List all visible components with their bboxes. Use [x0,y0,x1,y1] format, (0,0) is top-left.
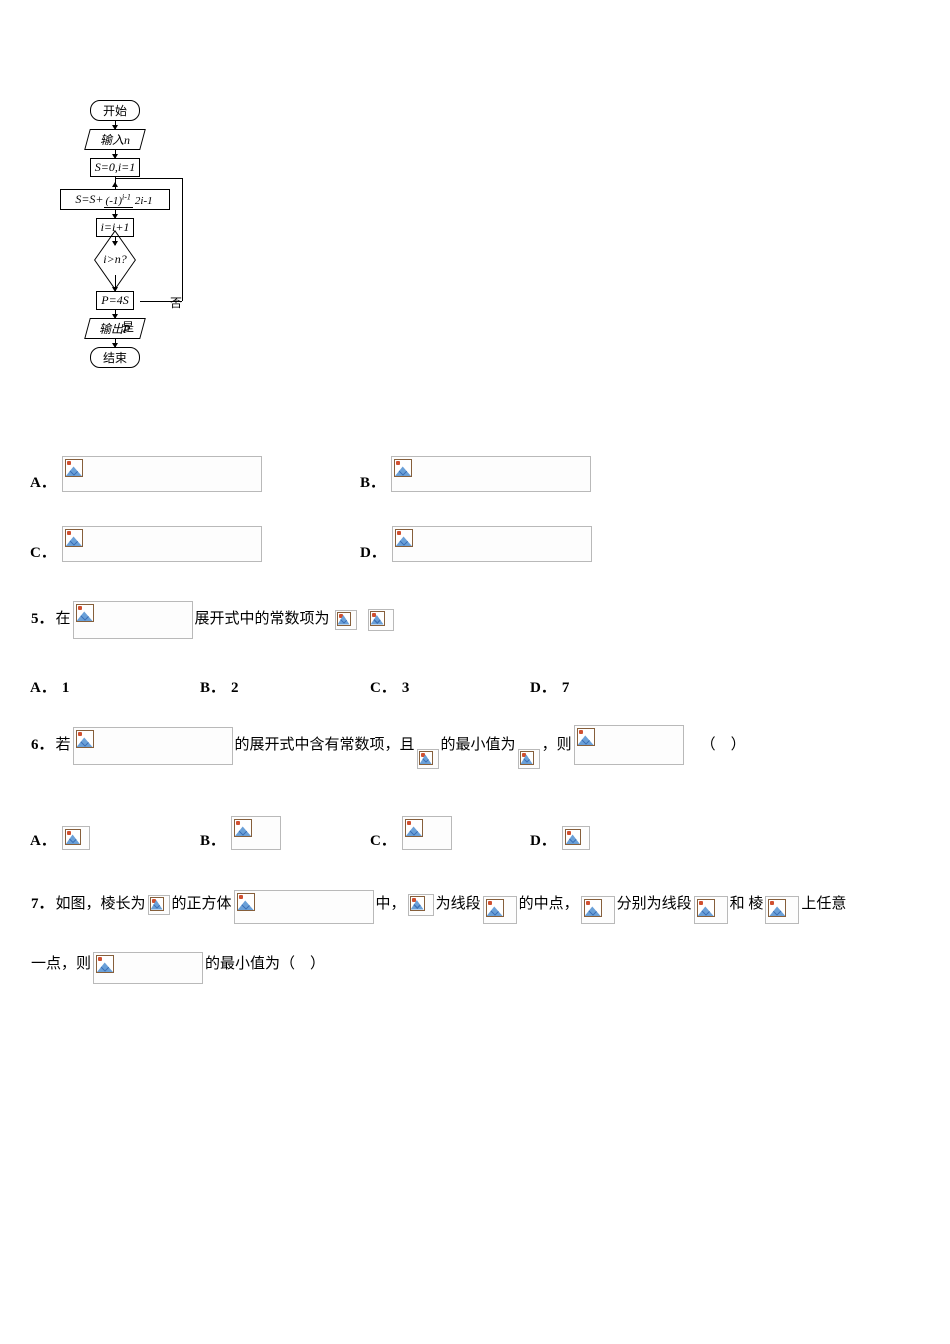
broken-image-icon [694,896,728,924]
q6-paren: （ ） [701,726,746,765]
broken-image-icon [234,890,374,924]
broken-image-icon [335,610,357,630]
broken-image-icon [62,526,262,562]
q7-t4: 为线段 [436,885,481,924]
broken-image-icon [765,896,799,924]
broken-image-icon [231,816,281,850]
q5-d-label: D． [530,676,556,697]
fc-arrow [115,310,116,318]
loop-line-h2 [115,178,183,179]
q7-t3: 中， [376,885,406,924]
q6-pre: 若 [56,726,71,765]
broken-image-icon [408,894,434,916]
q5-a-val: 1 [62,680,70,697]
q7-line2a: 一点，则 [31,945,91,984]
q7-number: 7． [31,885,54,924]
question-6: 6． 若 的展开式中含有常数项，且 的最小值为 ，则 （ ） [30,725,920,765]
q6-d-label: D． [530,829,556,850]
fc-cond-text: i>n? [90,252,140,267]
q6-c-label: C． [370,829,396,850]
q5-d-val: 7 [562,680,570,697]
broken-image-icon [417,749,439,769]
q4-opt-c-label: C． [30,541,56,562]
fc-arrow [115,150,116,158]
q7-t1: 如图，棱长为 [56,885,146,924]
q7-t2: 的正方体 [172,885,232,924]
broken-image-icon [402,816,452,850]
q7-t6: 分别为线段 [617,885,692,924]
q7-line2b: 的最小值为（ ） [205,945,325,984]
fc-frac-base: (-1) [106,195,123,207]
q6-t3: ，则 [542,726,572,765]
broken-image-icon [368,609,394,631]
broken-image-icon [581,896,615,924]
fc-init: S=0,i=1 [90,158,141,177]
broken-image-icon [518,749,540,769]
broken-image-icon [73,727,233,765]
fc-update-prefix: S=S+ [75,192,103,206]
q4-options-row1: A． B． [30,450,920,498]
broken-image-icon [148,895,170,915]
fc-input: 输入n [84,129,146,150]
broken-image-icon [574,725,684,765]
fc-fraction: (-1)i-12i-1 [104,193,155,207]
fc-input-text: 输入n [100,131,130,148]
fc-calc: P=4S [96,291,133,310]
q6-a-label: A． [30,829,56,850]
q5-b-label: B． [200,676,225,697]
loop-line-v [182,178,183,301]
q6-t2: 的最小值为 [441,726,516,765]
q7-t8: 上任意 [801,885,846,924]
fc-init-wrap: S=0,i=1 [40,158,190,177]
q6-options: A． B． C． D． [30,810,920,856]
q5-number: 5． [31,600,54,639]
fc-arrow [115,210,116,218]
q6-b-label: B． [200,829,225,850]
question-7-line1: 7． 如图，棱长为 的正方体 中， 为线段 的中点， 分别为线段 和 棱 上任意 [30,885,920,924]
question-7-line2: 一点，则 的最小值为（ ） [30,945,920,984]
question-5: 5． 在 展开式中的常数项为 [30,600,920,639]
q6-t1: 的展开式中含有常数项，且 [235,726,415,765]
broken-image-icon [62,456,262,492]
q5-a-label: A． [30,676,56,697]
fc-arrow [115,121,116,129]
broken-image-icon [93,952,203,984]
fc-frac-den: 2i-1 [133,195,155,207]
fc-output: 输出P [84,318,146,339]
q5-text-mid: 展开式中的常数项为 [195,600,330,639]
q4-opt-b-label: B． [360,471,385,492]
q5-c-val: 3 [402,680,410,697]
q5-b-val: 2 [231,680,239,697]
q6-number: 6． [31,726,54,765]
q5-options: A． 1 B． 2 C． 3 D． 7 [30,670,920,703]
q7-t7: 和 棱 [730,885,764,924]
q4-options-row2: C． D． [30,520,920,568]
fc-end: 结束 [90,347,140,368]
q4-opt-a-label: A． [30,471,56,492]
broken-image-icon [391,456,591,492]
fc-output-text: 输出P [99,320,130,337]
q5-c-label: C． [370,676,396,697]
fc-calc-wrap: P=4S [40,291,190,310]
broken-image-icon [62,826,90,850]
flowchart-diagram: 开始 输入n S=0,i=1 S=S+(-1)i-12i-1 i=i+1 i>n… [40,100,190,368]
fc-frac-exp: i-1 [122,192,131,201]
broken-image-icon [392,526,592,562]
q4-opt-d-label: D． [360,541,386,562]
broken-image-icon [562,826,590,850]
fc-arrow [115,283,116,291]
broken-image-icon [483,896,517,924]
fc-start: 开始 [90,100,140,121]
q5-text-pre: 在 [56,600,71,639]
fc-update: S=S+(-1)i-12i-1 [60,189,170,210]
fc-arrow [115,339,116,347]
broken-image-icon [73,601,193,639]
fc-decision: i>n? [90,245,140,275]
q7-t5: 的中点， [519,885,579,924]
